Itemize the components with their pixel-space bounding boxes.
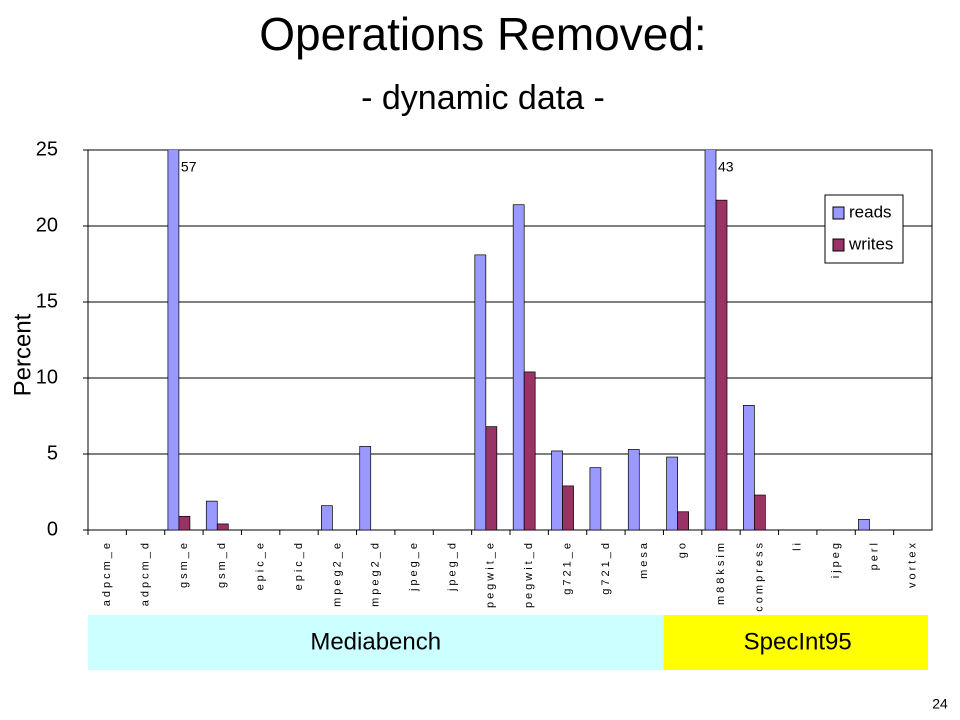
x-tick-label: adpcm_e <box>101 540 113 606</box>
bar <box>474 254 487 530</box>
x-tick-label: mesa <box>638 540 650 579</box>
bar <box>754 494 766 530</box>
page-number: 24 <box>932 696 948 712</box>
legend-box <box>824 194 904 264</box>
legend-label: writes <box>848 234 893 253</box>
bar <box>589 467 602 530</box>
bar <box>743 405 755 530</box>
bar <box>858 519 870 530</box>
bar <box>216 523 229 530</box>
x-tick-label: adpcm_d <box>139 540 151 606</box>
y-tick-label: 15 <box>36 290 58 312</box>
x-tick-label: epic_e <box>255 540 267 590</box>
x-tick-label: jpeg_e <box>408 540 420 592</box>
y-axis-label: Percent <box>9 313 36 396</box>
group-label: Mediabench <box>310 628 441 655</box>
x-tick-label: g721_e <box>561 540 573 595</box>
group-band <box>88 615 664 670</box>
value-label: 43 <box>718 159 734 175</box>
bar <box>178 515 191 530</box>
y-tick-label: 5 <box>47 442 58 464</box>
bar <box>551 450 563 530</box>
group-band <box>663 615 928 670</box>
x-tick-label: gsm_e <box>178 540 190 588</box>
y-tick-label: 10 <box>36 366 58 388</box>
chart-subtitle: - dynamic data - <box>361 79 605 117</box>
plot-border <box>87 149 933 531</box>
bar <box>666 456 678 530</box>
bar <box>205 500 218 530</box>
x-tick-label: mpeg2_d <box>370 540 382 607</box>
bar <box>321 505 333 530</box>
x-tick-label: m88ksim <box>715 540 727 605</box>
chart-title: Operations Removed: <box>259 8 706 60</box>
bar <box>167 150 180 530</box>
x-tick-label: pegwit_d <box>523 540 535 608</box>
x-tick-label: ijpeg <box>830 540 842 578</box>
bar <box>715 199 728 530</box>
x-tick-label: gsm_d <box>216 540 228 588</box>
x-tick-label: vortex <box>907 540 919 588</box>
x-tick-label: perl <box>868 540 880 570</box>
value-label: 57 <box>181 159 197 175</box>
bar <box>359 446 372 530</box>
bar <box>704 150 717 530</box>
x-tick-label: go <box>677 540 689 558</box>
bar <box>512 204 525 530</box>
legend-label: reads <box>849 202 892 221</box>
bar <box>485 426 498 530</box>
x-tick-label: g721_d <box>600 540 612 595</box>
legend-swatch <box>832 238 845 252</box>
y-tick-label: 25 <box>36 138 58 160</box>
x-tick-label: mpeg2_e <box>331 540 343 607</box>
bar <box>562 485 574 530</box>
x-tick-label: jpeg_d <box>446 540 458 592</box>
bar <box>677 511 689 530</box>
bars <box>167 150 870 530</box>
x-tick-label: epic_d <box>293 540 305 590</box>
y-tick-label: 20 <box>36 214 58 236</box>
x-tick-label: compress <box>753 540 765 612</box>
x-tick-label: li <box>792 540 804 551</box>
legend-swatch <box>832 206 845 220</box>
bar <box>627 449 640 530</box>
y-tick-label: 0 <box>47 518 58 540</box>
x-tick-label: pegwit_e <box>485 540 497 608</box>
group-label: SpecInt95 <box>744 628 852 655</box>
bar <box>523 371 536 530</box>
